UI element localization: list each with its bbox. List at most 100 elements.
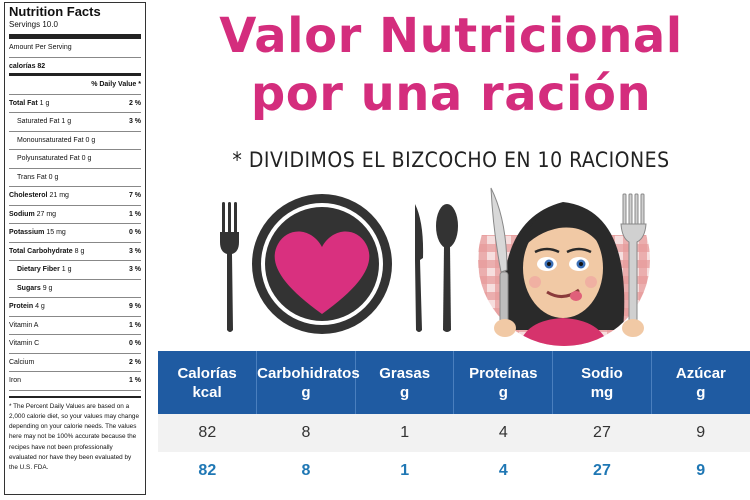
nutrition-footnote: * The Percent Daily Values are based on … [9, 395, 141, 474]
avatar-illustration [478, 180, 650, 346]
column-unit: g [400, 383, 410, 401]
nutrient-daily-value: 3 % [128, 247, 141, 255]
spoon-icon [436, 204, 458, 332]
headline-line-2: por una ración [250, 66, 652, 122]
column-unit: g [498, 383, 508, 401]
servings: Servings 10.0 [9, 19, 141, 39]
column-header: Carbohidratos g [256, 351, 360, 414]
nutrient-amount: 8 g [74, 247, 85, 255]
nutrient-label: Potassium [9, 229, 45, 236]
headline-line-1: Valor Nutricional [219, 8, 683, 64]
column-unit: g [696, 383, 706, 401]
nutrient-daily-value: 7 % [128, 192, 141, 199]
nutrient-label: Sodium [9, 210, 35, 218]
nutrient-amount: 9 g [42, 284, 53, 292]
nutrient-rows: Total Fat 1 g 2 % Saturated Fat 1 g 3 % Mono… [9, 95, 141, 391]
table-header-row: Calorías kcal Carbohidratos g Grasas g Proteín… [158, 351, 750, 414]
table-cell: 8 [256, 414, 356, 452]
nutrient-row: Dietary Fiber 1 g 3 % [9, 261, 141, 280]
calories: calorías 82 [9, 58, 141, 76]
nutrient-daily-value: 1 % [128, 377, 141, 384]
fork-icon [220, 202, 239, 332]
knife-icon [415, 204, 424, 332]
nutrient-label: Vitamin C [9, 340, 40, 347]
nutrient-amount: 4 g [35, 303, 45, 310]
nutrient-row: Protein 4 g 9 % [9, 298, 141, 317]
daily-value-header: % Daily Value * [9, 76, 141, 95]
heart-icon [274, 231, 370, 314]
nutrient-row: Iron 1 % [9, 372, 141, 391]
nutrient-label: Total Fat [9, 99, 38, 107]
table-cell: 9 [651, 452, 750, 490]
nutrient-daily-value: 1 % [128, 321, 141, 329]
nutrient-label: Cholesterol [9, 192, 48, 199]
column-header: Grasas g [355, 351, 455, 414]
nutrient-row: Potassium 15 mg 0 % [9, 224, 141, 243]
nutrient-row: Vitamin A 1 % [9, 317, 141, 335]
nutrient-amount: 21 mg [49, 192, 69, 199]
nutrient-amount: 1 g [39, 99, 50, 107]
column-header: Calorías kcal [158, 351, 258, 414]
nutrient-row: Saturated Fat 1 g 3 % [9, 113, 141, 132]
nutrient-row: Sodium 27 mg 1 % [9, 206, 141, 224]
nutrient-daily-value: 9 % [128, 303, 141, 310]
column-unit: g [301, 383, 311, 401]
column-name: Calorías [177, 364, 237, 382]
nutrient-amount: 1 g [61, 266, 72, 273]
nutrient-amount: 15 mg [46, 229, 66, 236]
column-name: Azúcar [675, 364, 726, 382]
nutrition-title: Nutrition Facts [9, 4, 101, 19]
subtitle: * DIVIDIMOS EL BIZCOCHO EN 10 RACIONES [232, 148, 670, 172]
nutrient-label: Iron [9, 377, 22, 384]
table-cell: 82 [158, 414, 257, 452]
table-cell: 27 [552, 452, 652, 490]
table-cell: 1 [355, 452, 454, 490]
nutrient-label: Saturated Fat [17, 118, 60, 125]
table-cell: 1 [355, 414, 454, 452]
nutrient-label: Dietary Fiber [17, 266, 60, 273]
table-row: 82 8 1 4 27 9 [158, 414, 750, 452]
table-cell: 27 [552, 414, 652, 452]
nutrient-label: Polyunsaturated Fat [17, 155, 80, 162]
fork-icon [620, 193, 647, 327]
nutrient-row: Polyunsaturated Fat 0 g [9, 150, 141, 169]
table-cell: 8 [256, 452, 356, 490]
nutrient-row: Total Carbohydrate 8 g 3 % [9, 243, 141, 261]
table-cell: 82 [158, 452, 257, 490]
nutrient-amount: 0 g [81, 155, 92, 162]
nutrient-amount: 1 g [61, 118, 72, 125]
nutrient-label: Trans Fat [17, 173, 47, 181]
table-body: 82 8 1 4 27 9 82 8 1 4 27 9 [158, 414, 750, 490]
plate-illustration [220, 194, 458, 334]
nutrition-summary-table: Calorías kcal Carbohidratos g Grasas g Proteín… [158, 351, 750, 490]
nutrient-row: Calcium 2 % [9, 354, 141, 372]
nutrient-label: Calcium [9, 358, 35, 366]
nutrient-row: Cholesterol 21 mg 7 % [9, 187, 141, 206]
nutrient-row: Trans Fat 0 g [9, 169, 141, 187]
amount-per-serving: Amount Per Serving [9, 39, 141, 58]
nutrient-daily-value: 3 % [128, 266, 141, 273]
nutrient-daily-value: 2 % [128, 99, 141, 107]
nutrient-row: Total Fat 1 g 2 % [9, 95, 141, 113]
nutrient-label: Monounsaturated Fat [17, 136, 84, 144]
nutrient-row: Sugars 9 g [9, 280, 141, 298]
nutrient-daily-value: 2 % [128, 358, 141, 366]
nutrient-amount: 0 g [48, 173, 59, 181]
nutrient-daily-value: 3 % [128, 118, 141, 125]
nutrient-label: Sugars [17, 284, 41, 292]
nutrient-daily-value: 1 % [128, 210, 141, 218]
table-row: 82 8 1 4 27 9 [158, 452, 750, 490]
nutrient-amount: 0 g [85, 136, 96, 144]
table-cell: 4 [453, 414, 553, 452]
nutrient-daily-value: 0 % [128, 229, 141, 236]
column-header: Proteínas g [453, 351, 554, 414]
column-name: Carbohidratos [257, 364, 360, 382]
nutrient-label: Total Carbohydrate [9, 247, 73, 255]
column-unit: mg [590, 383, 614, 401]
table-cell: 4 [453, 452, 553, 490]
column-unit: kcal [192, 383, 222, 401]
column-name: Grasas [379, 364, 431, 382]
nutrient-row: Vitamin C 0 % [9, 335, 141, 354]
table-cell: 9 [651, 414, 750, 452]
knife-icon [490, 187, 516, 337]
